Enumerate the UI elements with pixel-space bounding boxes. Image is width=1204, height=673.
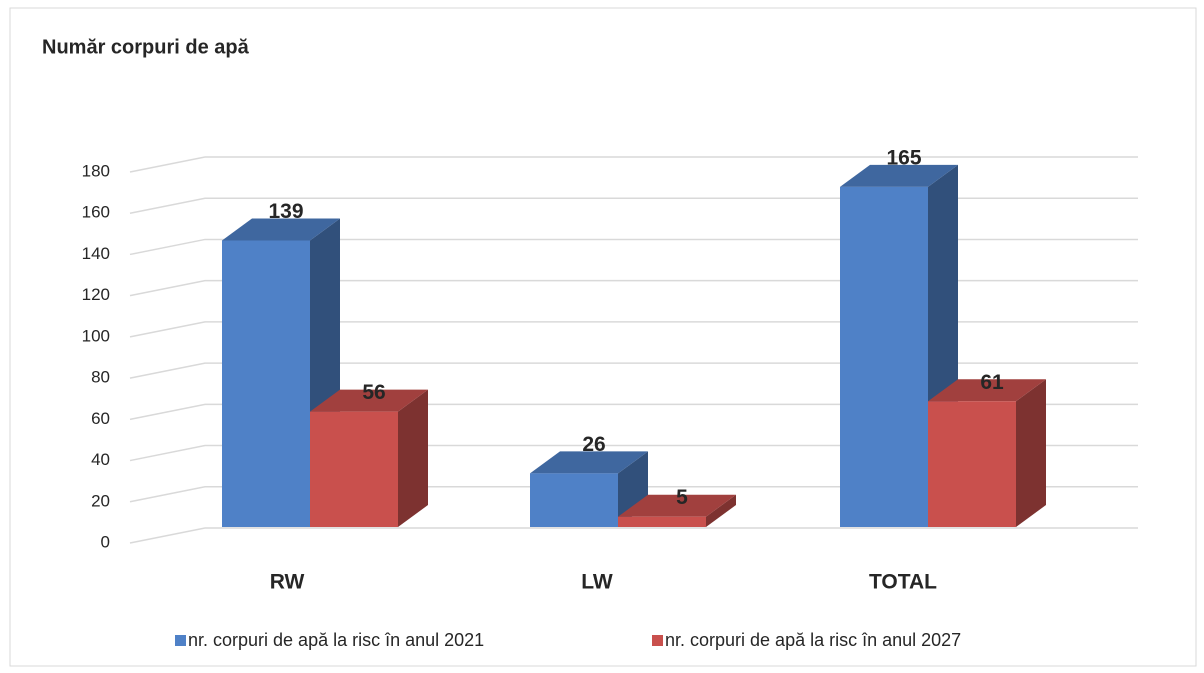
y-tick-label: 120 (82, 285, 110, 304)
data-label: 5 (676, 486, 688, 509)
bar-top (928, 379, 1046, 402)
y-tick-label: 80 (91, 368, 110, 387)
legend-swatch (175, 635, 186, 646)
y-tick-label: 180 (82, 161, 110, 180)
chart-frame (9, 7, 1197, 667)
bar-front (222, 240, 310, 527)
grid-line (129, 527, 1138, 544)
legend-label: nr. corpuri de apă la risc în anul 2027 (665, 630, 961, 650)
grid-line (129, 238, 1138, 256)
bar-top (530, 451, 648, 474)
bar-top (222, 218, 340, 241)
grid-line (129, 156, 1138, 173)
bar-side (1016, 379, 1046, 527)
bar-front (530, 473, 618, 527)
bar-front (840, 186, 928, 527)
grid-line (129, 486, 1138, 503)
grid-line (129, 403, 1138, 421)
bar-front (928, 401, 1016, 527)
bar-front (310, 411, 398, 527)
grid-line (129, 279, 1138, 297)
y-tick-label: 40 (91, 450, 110, 469)
x-tick-label: LW (581, 571, 613, 594)
grid-line (129, 197, 1138, 214)
y-tick-label: 160 (82, 203, 110, 222)
bar-top (840, 164, 958, 187)
bar-top (310, 389, 428, 412)
legend-swatch (652, 635, 663, 646)
y-tick-label: 0 (101, 532, 110, 551)
y-tick-label: 100 (82, 326, 110, 345)
bar-side (706, 494, 736, 527)
y-tick-label: 60 (91, 409, 110, 428)
bar-top (618, 494, 736, 517)
data-label: 139 (268, 200, 303, 223)
y-tick-label: 140 (82, 244, 110, 263)
bar-side (398, 389, 428, 527)
data-label: 61 (980, 371, 1004, 394)
x-tick-label: TOTAL (869, 571, 937, 594)
data-label: 165 (886, 146, 921, 169)
grid-line (129, 444, 1138, 462)
x-tick-label: RW (270, 571, 305, 594)
grid-line (129, 362, 1138, 379)
bar (310, 389, 428, 527)
data-label: 56 (362, 381, 385, 404)
chart-title: Număr corpuri de apă (42, 36, 250, 58)
y-tick-label: 20 (91, 491, 110, 510)
grid-line (129, 321, 1138, 338)
bar-front (618, 516, 706, 527)
bar (928, 379, 1046, 527)
bar (618, 494, 736, 527)
data-label: 26 (582, 433, 605, 456)
legend-label: nr. corpuri de apă la risc în anul 2021 (188, 630, 484, 650)
